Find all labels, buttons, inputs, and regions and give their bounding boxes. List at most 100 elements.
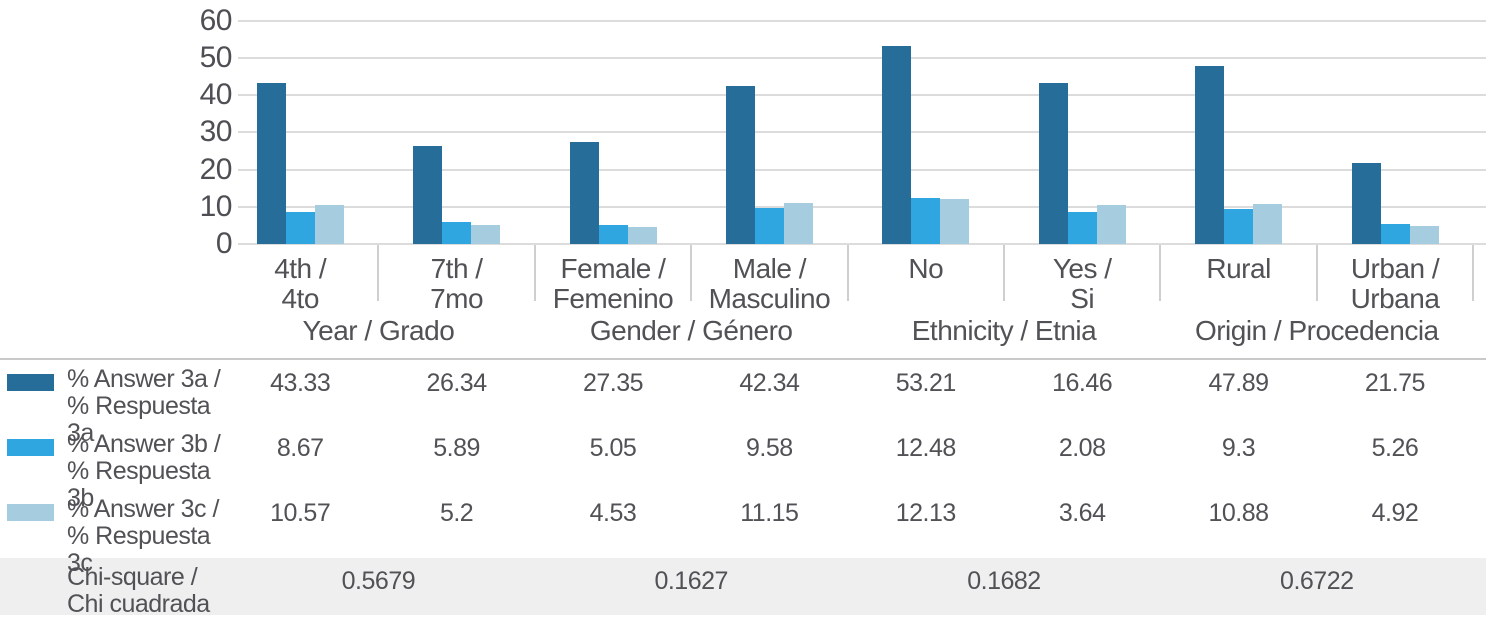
y-gridline xyxy=(238,243,1486,245)
bar-3c-7th-7mo xyxy=(471,224,501,244)
bar-3b-rural xyxy=(1224,209,1254,244)
value-cell-3a-4th-4to: 43.33 xyxy=(270,369,331,397)
value-cell-3a-urban: 21.75 xyxy=(1364,369,1426,397)
y-axis-tick-label: 40 xyxy=(199,78,233,112)
value-cell-3b-male: 9.58 xyxy=(746,434,793,462)
plot-region xyxy=(0,0,1486,244)
value-cell-3a-female: 27.35 xyxy=(582,369,644,397)
category-label-line: No xyxy=(908,253,944,284)
category-divider-tick xyxy=(1315,245,1318,301)
bar-3a-rural xyxy=(1195,65,1225,244)
category-divider-tick xyxy=(690,245,693,301)
group-label: Origin / Procedencia xyxy=(1194,315,1439,346)
chi-square-value-2: 0.1682 xyxy=(967,567,1041,595)
value-cell-3c-no: 12.13 xyxy=(895,499,957,527)
y-axis-tick-label: 10 xyxy=(199,189,233,223)
legend-cell-3a: % Answer 3a /% Respuesta 3a xyxy=(0,360,222,447)
bar-3b-7th-7mo xyxy=(442,222,472,244)
y-gridline xyxy=(238,131,1486,134)
value-cell-3c-rural: 10.88 xyxy=(1208,499,1270,527)
category-label-female: Female / Femenino xyxy=(535,254,691,314)
category-label-7th-7mo: 7th /7mo xyxy=(378,254,534,314)
category-label-line: Male / xyxy=(732,253,807,284)
bar-3b-urban xyxy=(1380,224,1410,244)
bar-3c-rural xyxy=(1253,203,1283,244)
legend-label-line: % Respuesta 3c xyxy=(67,522,211,577)
legend-label-line: % Answer 3a / xyxy=(67,365,221,393)
value-cell-3b-urban: 5.26 xyxy=(1371,434,1419,462)
category-label-male: Male / Masculino xyxy=(691,254,847,314)
category-label-urban: Urban / Urbana xyxy=(1317,254,1473,314)
bar-3c-yes-si xyxy=(1096,204,1126,244)
y-axis-tick-label: 30 xyxy=(199,115,233,149)
value-cell-3a-yes-si: 16.46 xyxy=(1052,369,1113,397)
table-row-chi-square: Chi-square / Chi cuadrada 0.5679 0.1627 0.16… xyxy=(0,558,1486,618)
y-gridline xyxy=(238,56,1486,59)
value-cell-3b-no: 12.48 xyxy=(895,434,957,462)
category-label-line: Femenino xyxy=(552,283,674,314)
y-axis-tick-label: 50 xyxy=(199,40,233,74)
table-row-series-3a: % Answer 3a /% Respuesta 3a 43.33 26.34 27.… xyxy=(0,360,1486,447)
y-axis-tick-label: 20 xyxy=(199,152,233,186)
category-label-line: Urban / xyxy=(1350,253,1440,284)
category-divider-tick xyxy=(846,245,849,301)
legend-swatch-3b-icon xyxy=(7,439,54,456)
category-label-line: 7th / xyxy=(430,253,483,284)
value-cell-3c-urban: 4.92 xyxy=(1371,499,1419,527)
legend-swatch-3c-icon xyxy=(7,504,54,521)
value-cell-3a-male: 42.34 xyxy=(739,369,800,397)
category-divider-tick xyxy=(377,245,380,301)
chi-square-value-3: 0.6722 xyxy=(1280,567,1354,595)
value-cell-3b-yes-si: 2.08 xyxy=(1058,434,1106,462)
legend-cell-3b: % Answer 3b /% Respuesta 3b xyxy=(0,425,222,512)
chi-square-label-line: Chi cuadrada xyxy=(67,590,210,618)
bar-3a-urban xyxy=(1351,163,1381,244)
group-label: Year / Grado xyxy=(302,315,455,346)
chi-square-label-line: Chi-square / xyxy=(67,563,198,591)
bar-3a-female xyxy=(569,142,599,244)
y-gridline xyxy=(238,168,1486,171)
y-gridline xyxy=(238,205,1486,208)
table-row-series-3b: % Answer 3b /% Respuesta 3b 8.67 5.89 5.05 9… xyxy=(0,425,1486,512)
value-cell-3b-female: 5.05 xyxy=(589,434,637,462)
group-label: Gender / Género xyxy=(589,315,793,346)
legend-label-line: % Answer 3c / xyxy=(67,495,219,523)
value-cell-3b-7th-7mo: 5.89 xyxy=(433,434,480,462)
value-cell-3a-rural: 47.89 xyxy=(1208,369,1270,397)
legend-label-3c: % Answer 3c /% Respuesta 3c xyxy=(67,490,222,577)
category-label-4th-4to: 4th /4to xyxy=(222,254,378,314)
value-cell-3c-7th-7mo: 5.2 xyxy=(439,499,474,527)
chi-square-label: Chi-square / Chi cuadrada xyxy=(0,558,222,618)
legend-label-line: % Answer 3b / xyxy=(67,430,221,458)
value-cell-3c-4th-4to: 10.57 xyxy=(270,499,331,527)
bar-3a-7th-7mo xyxy=(413,145,443,244)
chi-square-value-1: 0.1627 xyxy=(654,567,728,595)
bar-3a-yes-si xyxy=(1038,82,1068,244)
category-divider-tick xyxy=(533,245,536,301)
bar-3c-urban xyxy=(1409,225,1439,244)
legend-label-line: % Respuesta 3a xyxy=(67,392,211,447)
category-label-rural: Rural xyxy=(1160,254,1316,284)
bar-3a-no xyxy=(882,45,912,244)
value-cell-3b-rural: 9.3 xyxy=(1221,434,1256,462)
category-label-line: Female / xyxy=(560,253,666,284)
bar-3c-4th-4to xyxy=(314,204,344,244)
bar-3c-no xyxy=(940,198,970,244)
value-cell-3a-7th-7mo: 26.34 xyxy=(426,369,488,397)
bar-3c-female xyxy=(627,227,657,244)
category-label-line: 4th / xyxy=(274,253,327,284)
category-label-line: Rural xyxy=(1206,253,1271,284)
legend-cell-3c: % Answer 3c /% Respuesta 3c xyxy=(0,490,222,577)
group-label: Ethnicity / Etnia xyxy=(911,315,1097,346)
table-row-series-3c: % Answer 3c /% Respuesta 3c 10.57 5.2 4.53 1… xyxy=(0,490,1486,577)
bar-3a-4th-4to xyxy=(256,82,286,244)
category-label-line: 4to xyxy=(281,283,319,314)
y-gridline xyxy=(238,19,1486,22)
category-label-yes-si: Yes / Si xyxy=(1004,254,1160,314)
y-gridline xyxy=(238,94,1486,97)
value-cell-3c-yes-si: 3.64 xyxy=(1058,499,1106,527)
bar-3b-female xyxy=(598,225,628,244)
value-cell-3a-no: 53.21 xyxy=(895,369,957,397)
category-divider-tick xyxy=(1003,245,1005,301)
